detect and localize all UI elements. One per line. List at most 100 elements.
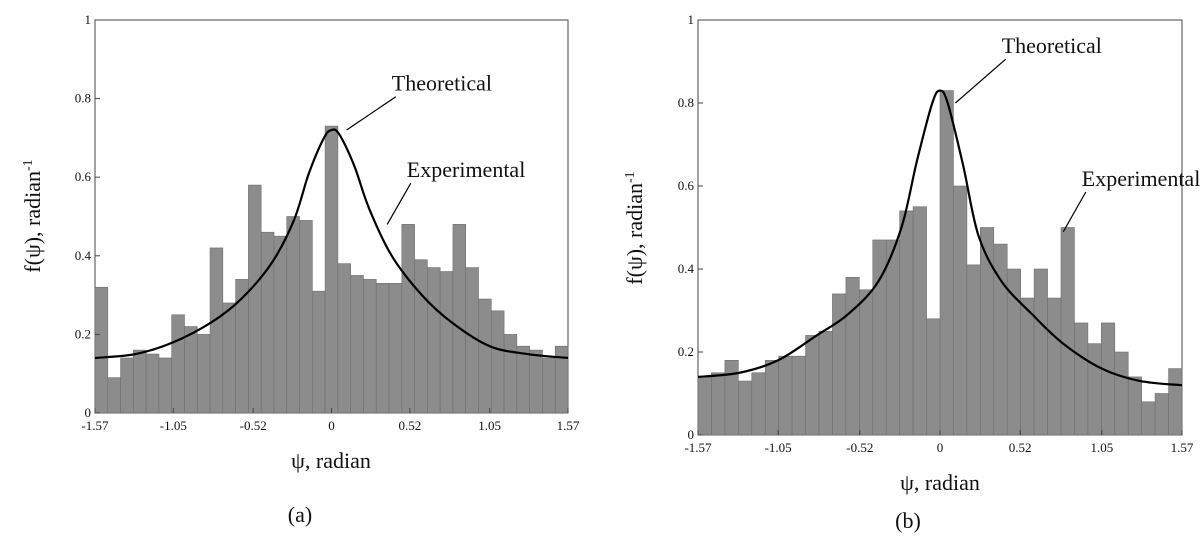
bar-b-14 — [885, 239, 900, 436]
theoretical-curve-b — [697, 89, 1183, 387]
y-tick-label-b-4: 0.8 — [678, 95, 694, 110]
bar-a-14 — [273, 235, 288, 414]
bar-b-20 — [966, 264, 981, 436]
bar-b-32 — [1127, 376, 1142, 436]
bar-a-22 — [375, 283, 390, 414]
bar-a-9 — [209, 247, 224, 414]
bars-a — [94, 125, 569, 414]
x-tick-label-a-3: 0 — [328, 418, 335, 433]
bar-b-5 — [764, 359, 779, 436]
bar-b-30 — [1101, 322, 1116, 436]
annotation-label-b-1: Experimental — [1082, 166, 1200, 191]
bar-a-19 — [337, 263, 351, 414]
y-tick-label-a-5: 1 — [85, 12, 92, 27]
bar-b-8 — [805, 335, 820, 436]
bar-a-33 — [516, 345, 530, 414]
bar-b-15 — [899, 210, 914, 436]
bar-a-0 — [94, 286, 109, 414]
bar-b-23 — [1006, 268, 1021, 436]
bar-a-13 — [260, 231, 275, 414]
bar-b-29 — [1087, 343, 1102, 436]
bar-a-17 — [312, 290, 326, 414]
bar-b-35 — [1168, 368, 1183, 436]
bar-b-18 — [939, 90, 954, 436]
x-tick-label-b-4: 0.52 — [1009, 440, 1032, 455]
annotation-label-a-1: Experimental — [407, 157, 526, 182]
bar-a-12 — [248, 184, 262, 414]
annotations-a: Theoretical Experimental — [346, 71, 526, 225]
x-tick-label-a-1: -1.05 — [160, 418, 187, 433]
annotation-label-b-0: Theoretical — [1002, 33, 1102, 58]
y-tick-label-b-3: 0.6 — [678, 178, 695, 193]
bar-a-24 — [401, 224, 415, 414]
bar-a-20 — [350, 275, 364, 414]
bar-b-33 — [1141, 401, 1156, 436]
bar-b-31 — [1114, 351, 1129, 436]
bar-a-32 — [503, 334, 518, 414]
x-tick-label-b-1: -1.05 — [765, 440, 792, 455]
bar-a-1 — [107, 377, 121, 414]
annotation-leader-b-0 — [955, 58, 1007, 104]
theoretical-curve-a — [94, 128, 569, 360]
bar-a-10 — [222, 302, 236, 414]
bar-b-24 — [1020, 297, 1035, 436]
y-tick-label-a-0: 0 — [85, 405, 92, 420]
annotation-leader-a-1 — [386, 182, 412, 225]
bar-b-26 — [1047, 297, 1062, 436]
bar-a-8 — [196, 334, 211, 414]
bar-b-1 — [711, 372, 726, 436]
y-ticks-a: 0 0.2 0.4 0.6 0.8 1 — [75, 12, 100, 420]
y-tick-label-b-0: 0 — [688, 427, 695, 442]
x-axis-label-a: ψ, radian — [291, 448, 371, 473]
y-axis-label-sup-b: -1 — [623, 171, 638, 183]
bar-a-26 — [427, 267, 441, 414]
y-axis-label-main-b: f(ψ), radian — [622, 183, 647, 285]
bar-a-18 — [324, 125, 339, 414]
bar-b-25 — [1033, 268, 1048, 436]
bar-a-7 — [184, 326, 198, 414]
bar-b-34 — [1154, 393, 1169, 436]
bar-a-31 — [490, 310, 505, 414]
bar-a-3 — [133, 349, 147, 414]
annotation-leader-b-1 — [1062, 191, 1087, 232]
caption-b: (b) — [895, 508, 921, 533]
chart-a: Theoretical Experimental -1.57 -1.05 -0.52 0… — [20, 12, 580, 527]
bar-a-28 — [452, 224, 467, 414]
bar-b-3 — [738, 380, 753, 436]
x-tick-label-b-3: 0 — [937, 440, 944, 455]
bar-b-16 — [912, 206, 927, 436]
x-ticks-b: -1.57 -1.05 -0.52 0 0.52 1.05 1.57 — [684, 430, 1194, 455]
bar-a-25 — [414, 259, 428, 414]
bar-b-12 — [859, 289, 874, 436]
bar-a-36 — [554, 345, 569, 414]
bar-a-23 — [388, 283, 403, 414]
x-tick-label-b-6: 1.57 — [1171, 440, 1194, 455]
x-tick-label-b-5: 1.05 — [1090, 440, 1113, 455]
x-tick-label-a-5: 1.05 — [478, 418, 501, 433]
y-tick-label-a-3: 0.6 — [75, 169, 92, 184]
bar-b-7 — [791, 355, 806, 436]
annotation-label-a-0: Theoretical — [392, 71, 492, 96]
bar-a-6 — [171, 314, 185, 414]
bar-a-21 — [363, 279, 377, 414]
y-axis-label-a: f(ψ), radian-1 — [20, 159, 45, 272]
bar-b-2 — [724, 359, 739, 436]
chart-b: Theoretical Experimental -1.57 -1.05 -0.52 0… — [622, 12, 1200, 533]
x-tick-label-a-0: -1.57 — [81, 418, 109, 433]
bar-b-4 — [751, 372, 766, 436]
bars-b — [697, 90, 1183, 436]
bar-b-19 — [953, 185, 968, 436]
bar-a-34 — [529, 349, 543, 414]
y-tick-label-a-2: 0.4 — [75, 248, 92, 263]
x-tick-label-b-0: -1.57 — [684, 440, 712, 455]
x-tick-label-a-2: -0.52 — [240, 418, 267, 433]
caption-a: (a) — [288, 502, 312, 527]
bar-b-10 — [832, 293, 847, 436]
bar-b-9 — [818, 330, 833, 436]
x-tick-label-a-6: 1.57 — [557, 418, 580, 433]
y-tick-label-a-4: 0.8 — [75, 91, 91, 106]
annotations-b: Theoretical Experimental — [955, 33, 1200, 232]
bar-a-2 — [120, 357, 134, 414]
x-ticks-a: -1.57 -1.05 -0.52 0 0.52 1.05 1.57 — [81, 408, 580, 433]
bar-a-4 — [145, 353, 160, 414]
